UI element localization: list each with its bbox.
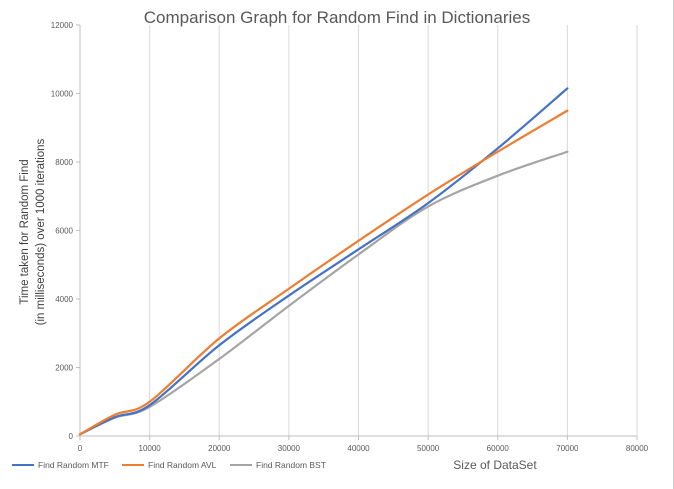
y-tick-label: 0 <box>69 432 74 441</box>
legend-item: Find Random BST <box>230 460 326 470</box>
legend-label: Find Random AVL <box>148 460 217 470</box>
legend-label: Find Random BST <box>256 460 326 470</box>
x-tick-label: 0 <box>78 444 83 453</box>
x-tick-label: 20000 <box>208 444 231 453</box>
x-tick-label: 60000 <box>487 444 510 453</box>
y-tick-label: 8000 <box>55 158 73 167</box>
y-tick-label: 2000 <box>55 364 73 373</box>
legend-swatch <box>12 464 34 466</box>
series-line-find-random-mtf <box>78 87 569 436</box>
legend-swatch <box>122 464 144 466</box>
legend-item: Find Random MTF <box>12 460 109 470</box>
x-tick-label: 50000 <box>417 444 440 453</box>
y-tick-label: 6000 <box>55 227 73 236</box>
x-tick-label: 40000 <box>347 444 370 453</box>
x-tick-label: 10000 <box>139 444 162 453</box>
x-tick-label: 80000 <box>626 444 649 453</box>
y-tick-label: 10000 <box>51 90 74 99</box>
y-tick-label: 4000 <box>55 295 73 304</box>
x-tick-label: 70000 <box>556 444 579 453</box>
series-line-find-random-bst <box>78 150 569 436</box>
legend-swatch <box>230 464 252 466</box>
chart-title: Comparison Graph for Random Find in Dict… <box>143 8 531 27</box>
y-tick-label: 12000 <box>51 21 74 30</box>
legend-item: Find Random AVL <box>122 460 216 470</box>
series-line-find-random-avl <box>78 109 569 436</box>
x-tick-label: 30000 <box>278 444 301 453</box>
x-axis-label: Size of DataSet <box>453 458 537 472</box>
legend-label: Find Random MTF <box>38 460 109 470</box>
